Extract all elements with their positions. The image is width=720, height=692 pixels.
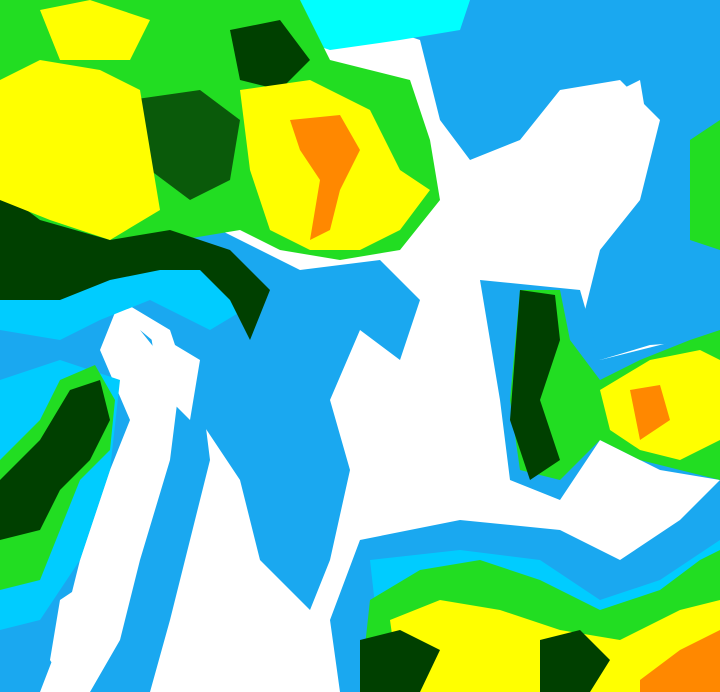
blue-region — [300, 0, 720, 360]
dark-green-region — [230, 20, 310, 90]
blue-region — [0, 230, 420, 692]
green-region — [690, 120, 720, 250]
white-region — [590, 80, 650, 200]
dark-green-region — [540, 630, 610, 692]
blue-region — [90, 330, 210, 692]
dark-green-region — [510, 290, 560, 480]
dark-green-region — [0, 190, 270, 340]
orange-region — [640, 630, 720, 692]
dark-green-region — [360, 630, 440, 692]
orange-region — [290, 115, 360, 240]
yellow-region — [0, 60, 160, 240]
white-region — [50, 580, 100, 692]
dark-green-region — [0, 380, 110, 540]
orange-region — [630, 385, 670, 440]
white-region — [150, 330, 200, 420]
yellow-region — [40, 0, 150, 60]
cyan-region — [280, 0, 470, 50]
dark-green-region — [130, 90, 240, 200]
